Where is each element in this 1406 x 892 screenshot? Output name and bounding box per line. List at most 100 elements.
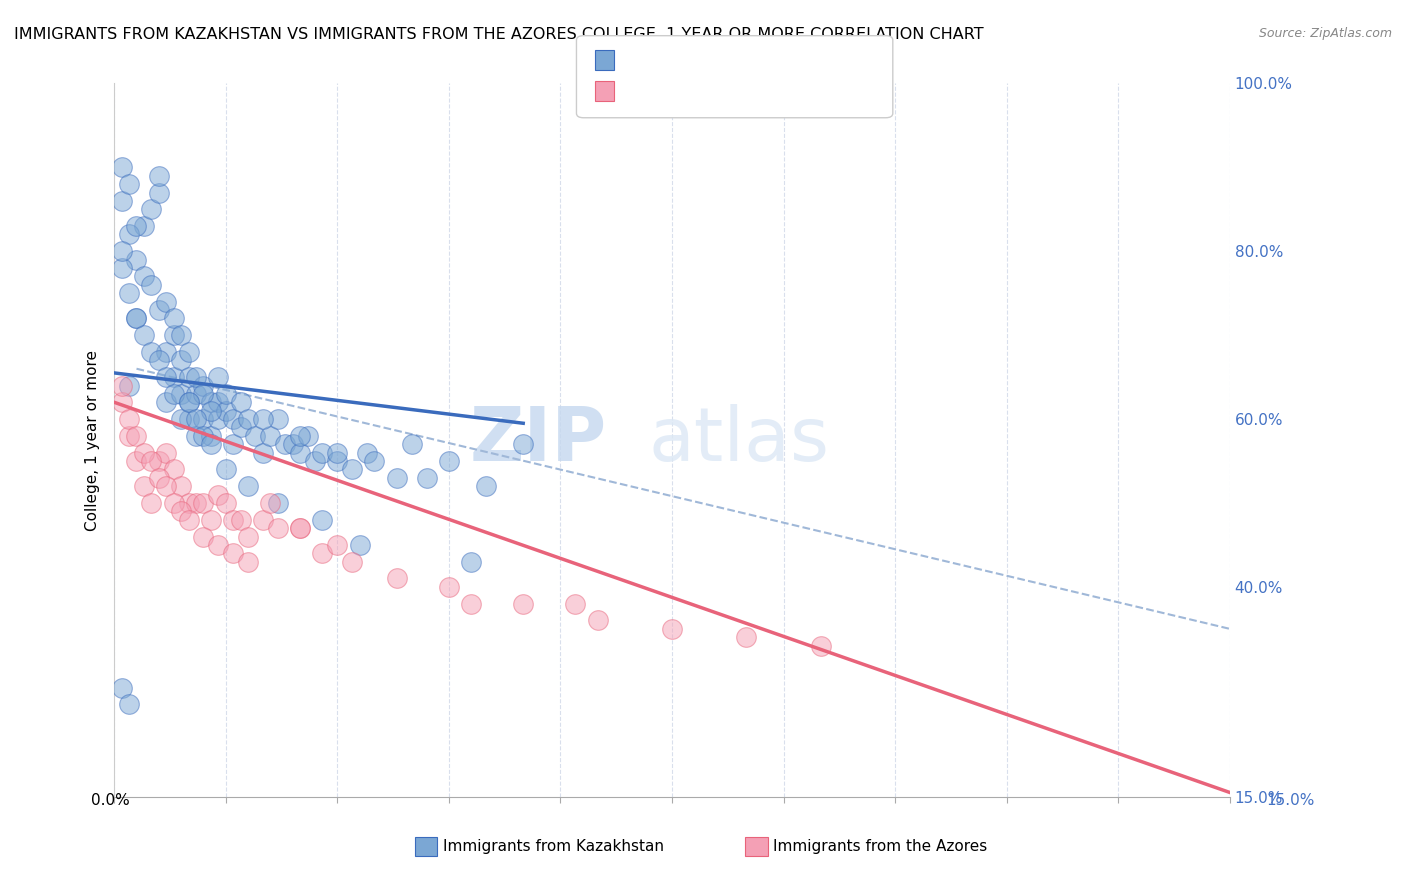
Point — [252, 513, 274, 527]
Point — [155, 294, 177, 309]
Point — [274, 437, 297, 451]
Point — [215, 462, 238, 476]
Point — [415, 471, 437, 485]
Point — [252, 445, 274, 459]
Point — [512, 597, 534, 611]
Point — [385, 572, 408, 586]
Point — [111, 244, 134, 259]
Point — [236, 529, 259, 543]
Point — [184, 387, 207, 401]
Point — [148, 353, 170, 368]
Point — [245, 429, 267, 443]
Point — [148, 471, 170, 485]
Point — [311, 445, 333, 459]
Point — [170, 387, 193, 401]
Point — [437, 580, 460, 594]
Point — [125, 429, 148, 443]
Point — [155, 345, 177, 359]
Point — [385, 471, 408, 485]
Point — [207, 412, 229, 426]
Text: 15.0%: 15.0% — [1267, 793, 1315, 807]
Point — [363, 454, 385, 468]
Point — [125, 311, 148, 326]
Point — [111, 378, 134, 392]
Point — [177, 395, 200, 409]
Point — [141, 202, 163, 217]
Point — [810, 639, 832, 653]
Point — [141, 496, 163, 510]
Point — [401, 437, 423, 451]
Point — [155, 445, 177, 459]
Point — [304, 454, 326, 468]
Text: R = -0.574   N = 49: R = -0.574 N = 49 — [621, 84, 772, 98]
Point — [215, 496, 238, 510]
Point — [259, 496, 281, 510]
Point — [170, 412, 193, 426]
Point — [163, 370, 186, 384]
Point — [512, 437, 534, 451]
Point — [132, 269, 155, 284]
Point — [236, 412, 259, 426]
Point — [267, 496, 290, 510]
Point — [207, 370, 229, 384]
Point — [207, 487, 229, 501]
Point — [163, 462, 186, 476]
Point — [111, 681, 134, 695]
Point — [111, 260, 134, 275]
Point — [141, 277, 163, 292]
Point — [207, 538, 229, 552]
Point — [475, 479, 498, 493]
Point — [155, 395, 177, 409]
Text: IMMIGRANTS FROM KAZAKHSTAN VS IMMIGRANTS FROM THE AZORES COLLEGE, 1 YEAR OR MORE: IMMIGRANTS FROM KAZAKHSTAN VS IMMIGRANTS… — [14, 27, 984, 42]
Point — [177, 513, 200, 527]
Point — [163, 496, 186, 510]
Point — [311, 546, 333, 560]
Point — [288, 521, 311, 535]
Point — [326, 538, 349, 552]
Point — [229, 420, 252, 434]
Point — [111, 161, 134, 175]
Point — [200, 395, 222, 409]
Point — [236, 555, 259, 569]
Text: Immigrants from the Azores: Immigrants from the Azores — [773, 839, 987, 854]
Point — [184, 496, 207, 510]
Point — [132, 328, 155, 343]
Point — [288, 445, 311, 459]
Point — [200, 403, 222, 417]
Point — [735, 630, 758, 644]
Point — [340, 462, 363, 476]
Point — [118, 177, 141, 191]
Point — [118, 412, 141, 426]
Point — [259, 429, 281, 443]
Point — [281, 437, 304, 451]
Point — [437, 454, 460, 468]
Point — [288, 521, 311, 535]
Point — [125, 219, 148, 233]
Point — [170, 504, 193, 518]
Point — [111, 395, 134, 409]
Point — [170, 479, 193, 493]
Point — [222, 513, 245, 527]
Point — [229, 395, 252, 409]
Point — [215, 387, 238, 401]
Point — [184, 429, 207, 443]
Point — [586, 614, 609, 628]
Point — [326, 445, 349, 459]
Point — [177, 370, 200, 384]
Point — [564, 597, 586, 611]
Point — [148, 169, 170, 183]
Text: ZIP: ZIP — [470, 403, 607, 476]
Point — [132, 445, 155, 459]
Point — [125, 252, 148, 267]
Point — [222, 437, 245, 451]
Point — [229, 513, 252, 527]
Point — [340, 555, 363, 569]
Point — [132, 219, 155, 233]
Text: Immigrants from Kazakhstan: Immigrants from Kazakhstan — [443, 839, 664, 854]
Point — [193, 387, 215, 401]
Point — [118, 286, 141, 301]
Text: R = -0.109   N = 92: R = -0.109 N = 92 — [621, 53, 772, 67]
Point — [215, 403, 238, 417]
Point — [118, 429, 141, 443]
Point — [193, 529, 215, 543]
